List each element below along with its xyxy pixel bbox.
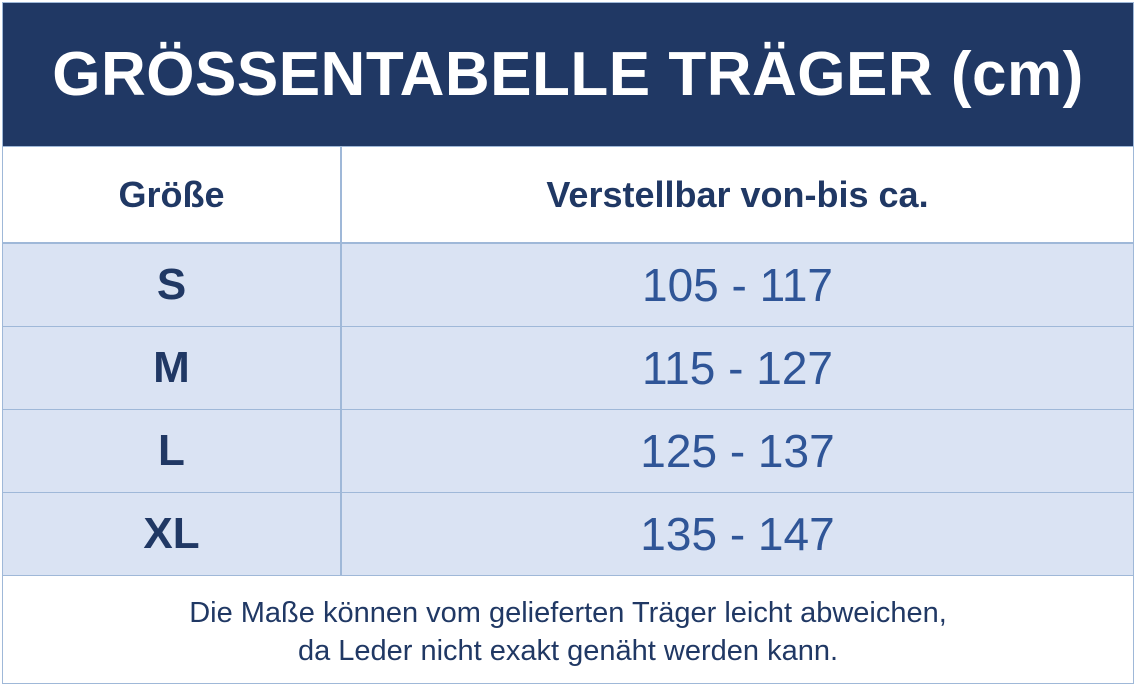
range-cell: 105 - 117: [342, 244, 1133, 326]
size-label: M: [153, 343, 190, 392]
page-title: GRÖSSENTABELLE TRÄGER (cm): [52, 40, 1084, 109]
range-value: 115 - 127: [642, 342, 833, 394]
header-cell-range: Verstellbar von-bis ca.: [342, 147, 1133, 242]
table-row: S 105 - 117: [3, 244, 1133, 327]
column-header-size: Größe: [118, 173, 225, 215]
size-cell: L: [3, 410, 342, 492]
range-value: 135 - 147: [640, 508, 835, 560]
size-cell: XL: [3, 493, 342, 575]
size-cell: M: [3, 327, 342, 409]
title-banner: GRÖSSENTABELLE TRÄGER (cm): [3, 3, 1133, 146]
header-cell-size: Größe: [3, 147, 342, 242]
footnote-line-2: da Leder nicht exakt genäht werden kann.: [297, 634, 839, 667]
size-table: Größe Verstellbar von-bis ca. S 105 - 11…: [3, 146, 1133, 576]
size-label: XL: [143, 509, 200, 558]
table-header-row: Größe Verstellbar von-bis ca.: [3, 146, 1133, 244]
size-cell: S: [3, 244, 342, 326]
range-cell: 115 - 127: [342, 327, 1133, 409]
size-label: S: [156, 260, 187, 309]
table-row: L 125 - 137: [3, 410, 1133, 493]
range-cell: 135 - 147: [342, 493, 1133, 575]
range-value: 125 - 137: [640, 425, 835, 477]
footnote: Die Maße können vom gelieferten Träger l…: [3, 578, 1133, 683]
range-cell: 125 - 137: [342, 410, 1133, 492]
footnote-line-1: Die Maße können vom gelieferten Träger l…: [189, 596, 947, 629]
size-label: L: [158, 426, 185, 475]
range-value: 105 - 117: [642, 259, 833, 311]
table-row: XL 135 - 147: [3, 493, 1133, 576]
column-header-range: Verstellbar von-bis ca.: [546, 173, 929, 215]
table-row: M 115 - 127: [3, 327, 1133, 410]
